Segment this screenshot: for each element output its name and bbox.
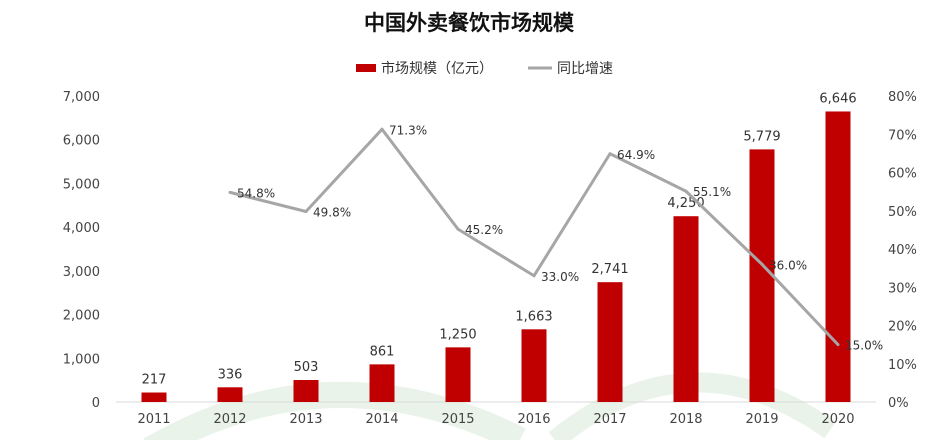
left-axis-tick: 0: [92, 396, 100, 411]
growth-point: [380, 127, 384, 131]
bar-value-label: 2,741: [591, 262, 628, 277]
growth-value-label: 64.9%: [617, 148, 655, 162]
right-axis-tick: 10%: [888, 358, 917, 373]
bar-value-label: 861: [370, 344, 395, 359]
bar-value-label: 336: [218, 367, 243, 382]
growth-point: [532, 274, 536, 278]
left-axis-tick: 2,000: [63, 309, 100, 324]
decor-arc: [143, 381, 526, 440]
bar: [293, 380, 319, 402]
growth-point: [304, 210, 308, 214]
left-axis-tick: 3,000: [63, 265, 100, 280]
right-axis-tick: 20%: [888, 320, 917, 335]
left-axis-tick: 5,000: [63, 177, 100, 192]
x-axis-tick: 2011: [137, 412, 170, 427]
growth-point: [684, 189, 688, 193]
left-axis-tick: 1,000: [63, 352, 100, 367]
right-axis-tick: 30%: [888, 281, 917, 296]
bar: [597, 282, 623, 402]
growth-point: [760, 262, 764, 266]
x-axis-tick: 2020: [821, 412, 854, 427]
bar: [521, 329, 547, 402]
bar: [141, 392, 167, 402]
x-axis-tick: 2019: [745, 412, 778, 427]
right-axis-tick: 0%: [888, 396, 909, 411]
bar: [749, 149, 775, 402]
x-axis-tick: 2014: [365, 412, 398, 427]
bar: [673, 216, 699, 402]
left-axis: 0 1,000 2,000 3,000 4,000 5,000 6,000 7,000: [63, 90, 100, 411]
bar: [369, 364, 395, 402]
growth-point: [836, 343, 840, 347]
right-axis-tick: 40%: [888, 243, 917, 258]
growth-point: [608, 152, 612, 156]
growth-point: [228, 190, 232, 194]
left-axis-tick: 6,000: [63, 134, 100, 149]
legend: 市场规模（亿元） 同比增速: [356, 60, 613, 77]
right-axis-tick: 60%: [888, 167, 917, 182]
growth-value-label: 33.0%: [541, 270, 579, 284]
right-axis: 0% 10% 20% 30% 40% 50% 60% 70% 80%: [888, 90, 917, 411]
line-series: 54.8% 49.8% 71.3% 45.2% 33.0% 64.9% 55.1% 36.0%…: [228, 123, 883, 353]
bar-value-label: 6,646: [819, 91, 856, 106]
bar-value-label: 217: [142, 373, 167, 388]
bar-value-label: 503: [294, 360, 319, 375]
left-axis-tick: 4,000: [63, 221, 100, 236]
background-decoration: [143, 372, 836, 440]
x-axis: 2011 2012 2013 2014 2015 2016 2017 2018 2019 2020: [116, 401, 876, 427]
right-axis-tick: 80%: [888, 90, 917, 105]
x-axis-tick: 2012: [213, 412, 246, 427]
growth-value-label: 54.8%: [237, 186, 275, 200]
bar: [445, 347, 471, 402]
growth-value-label: 15.0%: [845, 339, 883, 353]
x-axis-tick: 2017: [593, 412, 626, 427]
growth-value-label: 36.0%: [769, 258, 807, 272]
right-axis-tick: 50%: [888, 205, 917, 220]
legend-line-label: 同比增速: [557, 61, 613, 77]
legend-bar-swatch: [356, 64, 376, 72]
chart-title: 中国外卖餐饮市场规模: [364, 11, 575, 35]
growth-value-label: 71.3%: [389, 123, 427, 137]
x-axis-tick: 2016: [517, 412, 550, 427]
legend-bar-label: 市场规模（亿元）: [381, 60, 493, 77]
x-axis-tick: 2013: [289, 412, 322, 427]
growth-point: [456, 227, 460, 231]
bar-value-label: 1,663: [515, 309, 552, 324]
growth-value-label: 49.8%: [313, 206, 351, 220]
right-axis-tick: 70%: [888, 128, 917, 143]
bar-value-label: 5,779: [743, 129, 780, 144]
bar: [217, 387, 243, 402]
growth-value-label: 55.1%: [693, 185, 731, 199]
x-axis-tick: 2015: [441, 412, 474, 427]
bar-series: 217 336 5038611,2501,6632,7414,2505,7796,6…: [141, 91, 857, 402]
left-axis-tick: 7,000: [63, 90, 100, 105]
growth-value-label: 45.2%: [465, 223, 503, 237]
x-axis-tick: 2018: [669, 412, 702, 427]
bar: [825, 111, 851, 402]
bar-value-label: 1,250: [439, 327, 476, 342]
